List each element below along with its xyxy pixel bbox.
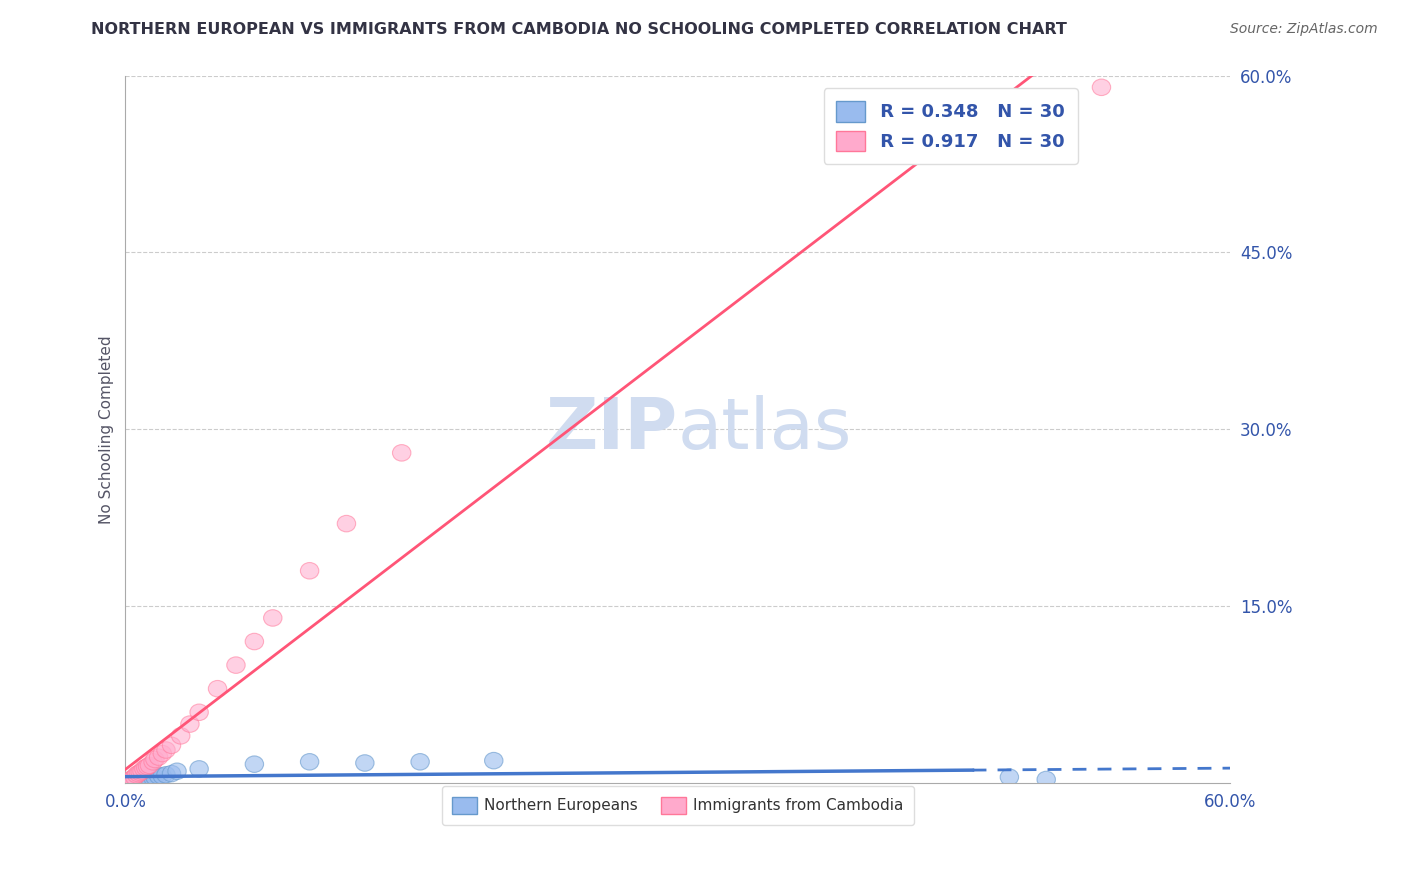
- Ellipse shape: [157, 766, 176, 783]
- Ellipse shape: [131, 772, 149, 789]
- Ellipse shape: [162, 737, 181, 754]
- Ellipse shape: [136, 772, 155, 788]
- Ellipse shape: [138, 758, 157, 775]
- Ellipse shape: [125, 772, 143, 789]
- Text: ZIP: ZIP: [546, 395, 678, 464]
- Ellipse shape: [120, 773, 138, 790]
- Ellipse shape: [153, 768, 172, 784]
- Ellipse shape: [141, 757, 159, 773]
- Ellipse shape: [132, 772, 152, 788]
- Ellipse shape: [301, 563, 319, 579]
- Ellipse shape: [172, 728, 190, 744]
- Ellipse shape: [143, 770, 162, 787]
- Ellipse shape: [162, 765, 181, 782]
- Ellipse shape: [122, 772, 141, 788]
- Ellipse shape: [1038, 772, 1056, 788]
- Ellipse shape: [245, 756, 263, 772]
- Ellipse shape: [120, 772, 138, 789]
- Ellipse shape: [337, 516, 356, 532]
- Ellipse shape: [122, 773, 141, 790]
- Ellipse shape: [143, 754, 162, 770]
- Ellipse shape: [245, 633, 263, 649]
- Ellipse shape: [125, 773, 143, 790]
- Ellipse shape: [190, 761, 208, 777]
- Ellipse shape: [226, 657, 245, 673]
- Ellipse shape: [128, 772, 146, 789]
- Ellipse shape: [190, 704, 208, 721]
- Ellipse shape: [122, 772, 141, 789]
- Ellipse shape: [153, 746, 172, 762]
- Ellipse shape: [129, 765, 148, 782]
- Ellipse shape: [125, 769, 143, 785]
- Ellipse shape: [167, 763, 186, 780]
- Ellipse shape: [124, 770, 142, 787]
- Text: Source: ZipAtlas.com: Source: ZipAtlas.com: [1230, 22, 1378, 37]
- Ellipse shape: [124, 773, 142, 790]
- Legend: Northern Europeans, Immigrants from Cambodia: Northern Europeans, Immigrants from Camb…: [441, 786, 914, 825]
- Ellipse shape: [157, 742, 176, 758]
- Ellipse shape: [1000, 769, 1018, 785]
- Ellipse shape: [356, 755, 374, 772]
- Ellipse shape: [146, 751, 165, 768]
- Ellipse shape: [129, 772, 148, 789]
- Ellipse shape: [118, 773, 136, 790]
- Ellipse shape: [263, 610, 283, 626]
- Ellipse shape: [149, 749, 167, 765]
- Text: NORTHERN EUROPEAN VS IMMIGRANTS FROM CAMBODIA NO SCHOOLING COMPLETED CORRELATION: NORTHERN EUROPEAN VS IMMIGRANTS FROM CAM…: [91, 22, 1067, 37]
- Ellipse shape: [411, 754, 429, 770]
- Ellipse shape: [131, 764, 149, 780]
- Ellipse shape: [301, 754, 319, 770]
- Ellipse shape: [136, 759, 155, 776]
- Text: atlas: atlas: [678, 395, 852, 464]
- Ellipse shape: [135, 772, 153, 788]
- Ellipse shape: [146, 769, 165, 785]
- Ellipse shape: [132, 763, 152, 780]
- Ellipse shape: [181, 715, 200, 732]
- Ellipse shape: [485, 752, 503, 769]
- Y-axis label: No Schooling Completed: No Schooling Completed: [100, 335, 114, 524]
- Ellipse shape: [141, 770, 159, 787]
- Ellipse shape: [138, 770, 157, 787]
- Ellipse shape: [118, 773, 136, 790]
- Ellipse shape: [208, 681, 226, 697]
- Ellipse shape: [1092, 79, 1111, 95]
- Ellipse shape: [128, 766, 146, 783]
- Ellipse shape: [135, 761, 153, 777]
- Ellipse shape: [149, 768, 167, 784]
- Ellipse shape: [392, 444, 411, 461]
